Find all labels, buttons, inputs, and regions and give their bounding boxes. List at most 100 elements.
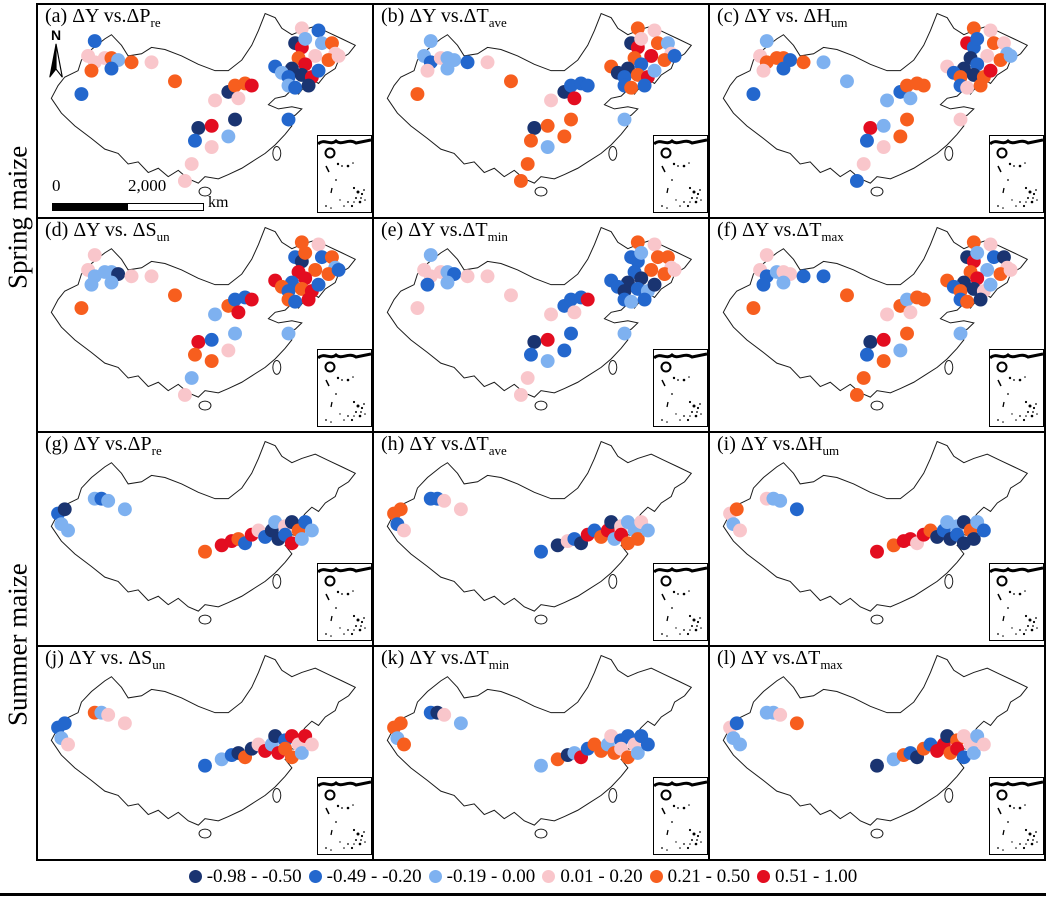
legend-label: 0.51 - 1.00 — [774, 865, 858, 887]
station-dot — [996, 36, 1011, 51]
station-dot — [311, 277, 326, 292]
taiwan-island-outline — [944, 573, 954, 589]
station-dot — [101, 707, 116, 722]
station-dot — [840, 74, 854, 89]
station-dot — [331, 48, 346, 63]
inset-islands-graphic — [316, 780, 372, 851]
legend-dot-icon — [542, 870, 556, 883]
station-dot — [324, 36, 339, 51]
panel-title-subscript: un — [156, 229, 170, 244]
station-dots — [410, 235, 682, 402]
panel-title-a: (a) ΔY vs.ΔPre — [45, 5, 161, 31]
station-dot — [198, 758, 212, 773]
station-dot — [637, 78, 652, 93]
station-dot — [916, 78, 931, 93]
map-panel-l: (l) ΔY vs.ΔTmax — [709, 646, 1045, 860]
taiwan-island-outline — [608, 145, 618, 161]
station-dot — [986, 250, 1001, 265]
map-panel-f: (f) ΔY vs.ΔTmax — [709, 218, 1045, 432]
station-dot — [756, 63, 771, 78]
station-dot — [903, 305, 918, 320]
station-dot — [527, 335, 542, 349]
legend-dot-icon — [428, 870, 442, 883]
station-dot — [916, 292, 931, 307]
panel-title-subscript: ave — [488, 443, 507, 458]
station-dot — [900, 112, 914, 127]
taiwan-island-outline — [608, 787, 618, 803]
scale-bar: 0 2,000 km — [52, 177, 228, 211]
station-dot — [630, 235, 645, 250]
station-dot — [860, 133, 874, 148]
station-dots — [746, 21, 1018, 188]
station-dot — [789, 716, 804, 731]
station-dot — [198, 544, 212, 559]
panel-title-j: (j) ΔY vs. ΔSun — [45, 647, 165, 673]
south-china-sea-inset — [988, 135, 1044, 213]
panel-title-main: (i) ΔY vs.ΔH — [717, 433, 823, 455]
panel-title-subscript: re — [151, 443, 162, 458]
station-dot — [423, 34, 438, 48]
station-dot — [773, 707, 788, 722]
station-dot — [729, 716, 744, 731]
station-dot — [308, 262, 323, 277]
station-dot — [437, 707, 452, 722]
hainan-island-outline — [870, 400, 884, 411]
station-dots — [410, 21, 682, 188]
station-dot — [996, 250, 1011, 265]
south-china-sea-inset — [652, 349, 708, 427]
panel-title-main: (k) ΔY vs.ΔT — [381, 647, 489, 669]
south-china-sea-inset — [988, 777, 1044, 855]
station-dot — [298, 271, 313, 286]
station-dot — [789, 502, 804, 517]
station-dot — [288, 80, 303, 95]
station-dot — [667, 48, 682, 63]
row-label-spring-maize: Spring maize — [2, 145, 33, 289]
station-dot — [393, 502, 408, 517]
station-dot — [74, 87, 89, 101]
legend-item-3: 0.01 - 0.20 — [542, 866, 643, 888]
station-dot — [983, 63, 998, 78]
station-dot — [304, 737, 319, 752]
station-dot — [567, 305, 582, 320]
map-panel-h: (h) ΔY vs.ΔTave — [373, 432, 709, 646]
inset-islands-graphic — [988, 352, 1044, 423]
station-dot — [630, 532, 645, 546]
south-china-sea-inset — [316, 563, 372, 641]
station-dot — [504, 74, 518, 89]
panel-title-main: (l) ΔY vs.ΔT — [717, 647, 821, 669]
station-dot — [759, 34, 774, 48]
panel-title-main: (c) ΔY vs. ΔH — [717, 5, 831, 27]
station-dot — [796, 269, 811, 284]
station-dot — [204, 118, 219, 133]
station-dot — [294, 532, 309, 546]
station-dot — [281, 112, 296, 127]
station-dots — [746, 235, 1018, 402]
station-dot — [796, 55, 811, 70]
station-dot — [124, 269, 139, 284]
station-dot — [437, 493, 452, 508]
station-dot — [208, 93, 222, 108]
south-china-sea-inset — [316, 777, 372, 855]
panel-title-i: (i) ΔY vs.ΔHum — [717, 433, 839, 459]
china-map-j — [50, 654, 357, 839]
panel-title-main: (g) ΔY vs.ΔP — [45, 433, 152, 455]
station-dot — [759, 248, 774, 262]
station-dot — [311, 237, 326, 252]
station-dot — [393, 716, 408, 731]
china-map-i — [722, 440, 1029, 625]
inset-islands-graphic — [988, 780, 1044, 851]
map-panel-grid: (a) ΔY vs.ΔPre N 0 2,000 km (b) ΔY vs.ΔTave (c… — [36, 3, 1046, 861]
panel-title-main: (d) ΔY vs. ΔS — [45, 219, 157, 241]
station-dot — [564, 112, 578, 127]
station-dot — [970, 31, 985, 46]
china-map-h — [386, 440, 693, 625]
hainan-island-outline — [198, 186, 212, 197]
station-dot — [184, 371, 199, 385]
station-dot — [860, 347, 874, 362]
station-dot — [640, 523, 655, 538]
china-outline — [386, 440, 693, 612]
station-dot — [311, 23, 326, 38]
station-dot — [567, 91, 582, 106]
station-dot — [773, 493, 788, 508]
